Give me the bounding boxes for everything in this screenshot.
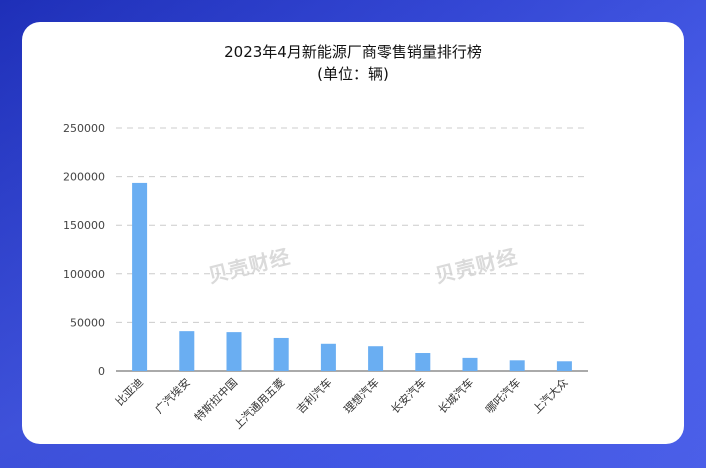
bar — [556, 361, 572, 371]
bars — [132, 182, 572, 371]
x-tick-label: 哪吒汽车 — [482, 375, 523, 416]
x-tick-label: 特斯拉中国 — [191, 375, 240, 424]
bar — [273, 337, 289, 371]
x-tick-label: 理想汽车 — [341, 375, 382, 416]
y-axis-ticks: 250000 200000 150000 100000 50000 0 — [63, 122, 105, 378]
x-tick-label: 广汽埃安 — [152, 375, 193, 416]
chart-title: 2023年4月新能源厂商零售销量排行榜 — [224, 43, 482, 61]
bar — [368, 346, 384, 371]
bar — [226, 332, 242, 371]
bar — [132, 182, 148, 371]
bar — [415, 353, 431, 371]
x-tick-label: 长安汽车 — [388, 375, 429, 416]
bar — [179, 331, 195, 371]
y-tick-label: 200000 — [63, 171, 105, 184]
y-tick-label: 150000 — [63, 219, 105, 232]
x-tick-label: 长城汽车 — [435, 375, 476, 416]
y-tick-label: 0 — [98, 365, 105, 378]
y-tick-label: 50000 — [70, 316, 105, 329]
bar-chart: 250000 200000 150000 100000 50000 0 比亚迪 广汽埃安 特斯… — [63, 122, 588, 432]
x-tick-label: 吉利汽车 — [294, 375, 335, 416]
x-tick-label: 上汽通用五菱 — [231, 375, 288, 432]
bar — [462, 357, 478, 371]
chart-card: 2023年4月新能源厂商零售销量排行榜 (单位：辆) 贝壳财经 贝壳财经 250… — [22, 22, 684, 444]
bar — [509, 360, 525, 371]
y-tick-label: 100000 — [63, 268, 105, 281]
gridlines — [116, 127, 588, 372]
y-tick-label: 250000 — [63, 122, 105, 135]
chart-subtitle: (单位：辆) — [317, 65, 389, 83]
x-tick-label: 比亚迪 — [113, 376, 146, 409]
x-tick-label: 上汽大众 — [530, 375, 571, 416]
bar — [320, 343, 336, 371]
